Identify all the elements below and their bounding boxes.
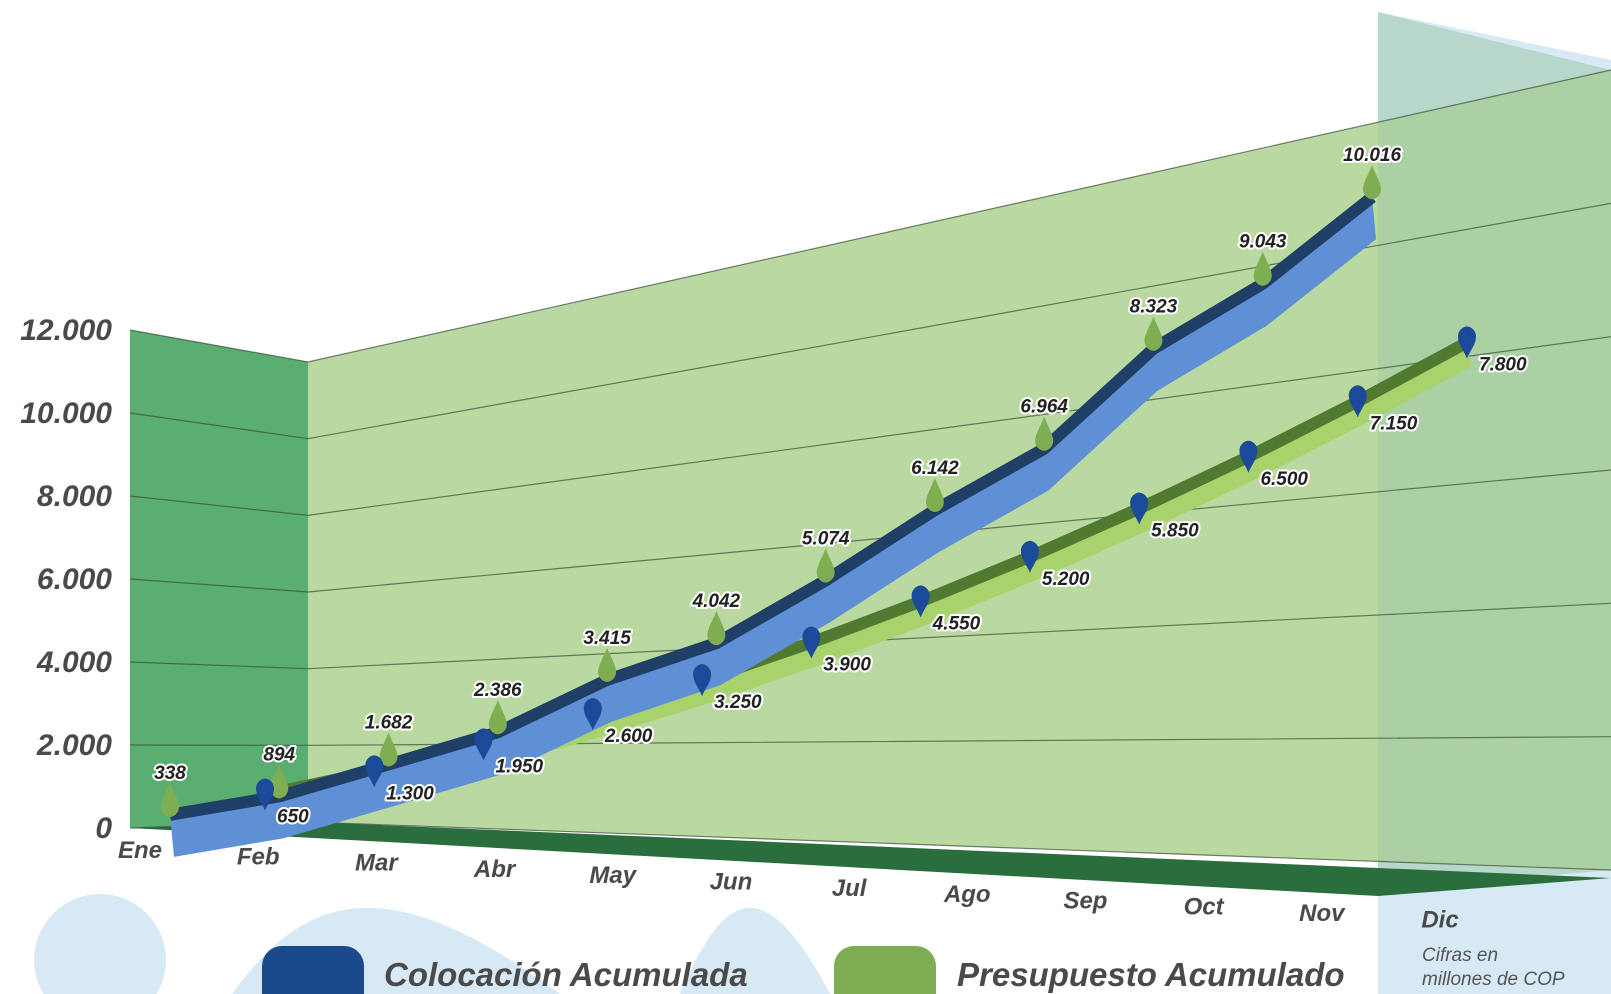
x-tick-label: Ene [118, 837, 162, 864]
presupuesto-value-label: 5.850 [1151, 521, 1199, 542]
presupuesto-point [583, 698, 602, 731]
x-tick-label: Feb [237, 843, 280, 870]
x-tick-label: Ago [943, 881, 991, 908]
colocacion-point [816, 548, 835, 583]
colocacion-value-label: 9.043 [1239, 232, 1287, 253]
right-wall-shade [1378, 12, 1611, 890]
presupuesto-value-label: 650 [277, 807, 309, 828]
presupuesto-point [1130, 492, 1149, 525]
presupuesto-point [1348, 385, 1367, 418]
colocacion-value-label: 6.964 [1020, 397, 1068, 418]
colocacion-point [1144, 316, 1163, 351]
legend: Colocación Acumulada Presupuesto Acumula… [262, 946, 1345, 994]
x-tick-label: Mar [355, 850, 399, 877]
presupuesto-value-label: 6.500 [1260, 469, 1308, 490]
colocacion-value-label: 8.323 [1130, 297, 1178, 318]
series-markers [161, 165, 1476, 817]
x-tick-label: Abr [473, 856, 517, 883]
presupuesto-value-label: 5.200 [1042, 569, 1090, 590]
y-tick-label: 10.000 [20, 397, 112, 430]
colocacion-point [1253, 251, 1272, 286]
x-tick-label: Jun [710, 869, 753, 896]
colocacion-value-label: 894 [263, 744, 295, 765]
presupuesto-point [911, 585, 930, 618]
y-tick-label: 4.000 [36, 646, 112, 679]
colocacion-point [379, 732, 398, 767]
colocacion-value-label: 1.682 [365, 712, 413, 733]
floor [130, 822, 1611, 896]
colocacion-point [270, 764, 289, 799]
x-tick-label: Oct [1184, 894, 1225, 921]
decoration-circle [34, 894, 166, 994]
legend-swatch-presupuesto [834, 946, 936, 994]
colocacion-point [1035, 416, 1054, 451]
colocacion-value-label: 338 [154, 763, 186, 784]
colocacion-value-label: 4.042 [692, 591, 741, 612]
colocacion-value-label: 2.386 [473, 680, 522, 701]
colocacion-point [488, 700, 507, 735]
units-note-line-1: Cifras en [1422, 945, 1498, 966]
colocacion-point [925, 478, 944, 513]
colocacion-value-label: 10.016 [1343, 145, 1402, 166]
colocacion-point [161, 782, 179, 817]
x-tick-label: Sep [1063, 887, 1107, 914]
units-note: Cifras en millones de COP [1422, 945, 1565, 990]
presupuesto-point [1458, 326, 1476, 359]
colocacion-point [1363, 165, 1381, 200]
units-note-line-2: millones de COP [1422, 969, 1565, 990]
y-tick-label: 6.000 [37, 563, 112, 596]
x-axis-ticks: Ene Feb Mar Abr May Jun Jul Ago Sep Oct Nov Dic [118, 837, 1459, 933]
gridline [129, 202, 1611, 440]
presupuesto-value-label: 4.550 [932, 614, 981, 635]
presupuesto-value-label: 3.250 [714, 692, 762, 713]
gridline [129, 336, 1611, 516]
presupuesto-point [1239, 440, 1258, 473]
x-tick-label: Nov [1299, 900, 1346, 927]
presupuesto-value-label: 1.950 [496, 757, 544, 778]
y-tick-label: 12.000 [20, 314, 112, 347]
x-tick-label: Dic [1421, 906, 1458, 933]
colocacion-point [707, 611, 726, 646]
presupuesto-value-label: 7.150 [1370, 413, 1418, 434]
presupuesto-value-label: 3.900 [823, 655, 871, 676]
legend-swatch-colocacion [262, 946, 364, 994]
presupuesto-point [256, 778, 274, 811]
presupuesto-value-label: 1.300 [386, 783, 434, 804]
x-tick-label: May [589, 862, 637, 889]
presupuesto-point [1020, 540, 1039, 573]
colocacion-value-label: 5.074 [802, 528, 850, 549]
y-axis-ticks: 0 2.000 4.000 6.000 8.000 10.000 12.000 [20, 314, 112, 845]
colocacion-value-label: 3.415 [583, 628, 631, 649]
gridline [129, 69, 1611, 363]
gridline [129, 602, 1611, 670]
y-tick-label: 8.000 [37, 480, 112, 513]
gridline [129, 736, 1611, 746]
presupuesto-point [802, 626, 821, 659]
presupuesto-point [693, 664, 712, 697]
legend-label-presupuesto: Presupuesto Acumulado [957, 956, 1345, 993]
colocacion-point [598, 647, 617, 682]
decoration-wave-mid [680, 907, 830, 994]
presupuesto-point [474, 728, 493, 761]
gridlines [129, 69, 1611, 871]
x-tick-label: Jul [832, 875, 868, 902]
presupuesto-value-label: 7.800 [1479, 355, 1527, 376]
presupuesto-value-label: 2.600 [604, 726, 653, 747]
colocacion-value-label: 6.142 [911, 458, 959, 479]
y-tick-label: 2.000 [36, 729, 112, 762]
data-labels: 338 894 1.682 2.386 3.415 4.042 5.074 6.142 6.96… [152, 143, 1529, 829]
y-tick-label: 0 [95, 812, 112, 845]
left-wall [130, 330, 308, 828]
legend-label-colocacion: Colocación Acumulada [384, 956, 748, 993]
presupuesto-point [365, 755, 384, 788]
